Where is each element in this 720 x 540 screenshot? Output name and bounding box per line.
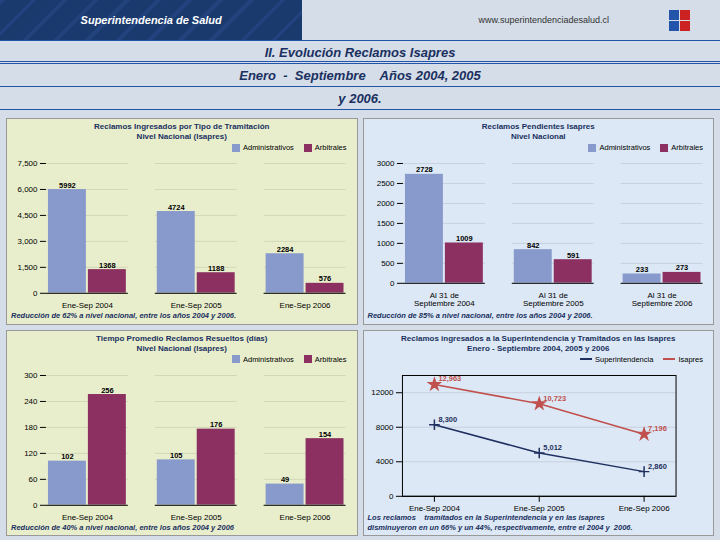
svg-text:0: 0 — [33, 289, 38, 298]
html-text:II. Evolución Reclamos Isapres: II. Evolución Reclamos Isapres — [264, 45, 456, 60]
svg-text:842: 842 — [527, 241, 539, 250]
svg-text:3000: 3000 — [376, 159, 394, 168]
svg-text:7,500: 7,500 — [18, 159, 39, 168]
html-text:www.superintendenciadesalud.cl: www.superintendenciadesalud.cl — [478, 15, 609, 25]
svg-text:Ene-Sep 2005: Ene-Sep 2005 — [171, 301, 223, 310]
html-text:Superintendencia de Salud: Superintendencia de Salud — [80, 14, 222, 26]
svg-text:Ene-Sep 2005: Ene-Sep 2005 — [513, 503, 565, 512]
svg-text:8000: 8000 — [375, 422, 393, 431]
svg-text:576: 576 — [319, 274, 331, 283]
svg-text:7,196: 7,196 — [648, 424, 667, 433]
svg-text:12000: 12000 — [371, 388, 394, 397]
svg-text:6,000: 6,000 — [18, 185, 39, 194]
svg-text:105: 105 — [170, 450, 182, 459]
html-text:y 2006.: y 2006. — [338, 91, 382, 106]
svg-text:0: 0 — [390, 279, 395, 288]
svg-text:8,300: 8,300 — [438, 414, 457, 423]
svg-text:4724: 4724 — [168, 203, 185, 212]
svg-text:Ene-Sep 2004: Ene-Sep 2004 — [408, 503, 460, 512]
svg-text:1368: 1368 — [99, 261, 116, 270]
html-text:Reclamos Pendientes Isapres Ni: Reclamos Pendientes Isapres Nivel Nacion… — [481, 122, 595, 141]
html-text:Reclamos ingresados a la Super: Reclamos ingresados a la Superintendenci… — [401, 333, 676, 353]
svg-text:500: 500 — [381, 259, 395, 268]
html-text:Enero - Septiembre Años 2004,: Enero - Septiembre Años 2004, 2005 — [239, 68, 481, 83]
svg-text:1000: 1000 — [376, 239, 394, 248]
html-text:Isapres: Isapres — [678, 354, 703, 364]
svg-text:Al 31 deSeptiembre 2004: Al 31 deSeptiembre 2004 — [414, 291, 475, 308]
svg-text:1500: 1500 — [376, 219, 394, 228]
html-text:Reducción de 62% a nivel nacio: Reducción de 62% a nivel nacional, entre… — [11, 311, 237, 320]
html-text:Reducción de 85% a nivel nacio: Reducción de 85% a nivel nacional, entre… — [367, 311, 593, 320]
html-text:Administrativos: Administrativos — [243, 354, 294, 364]
svg-text:5,012: 5,012 — [543, 443, 562, 452]
html-text:Reducción de 40% a nivel nacio: Reducción de 40% a nivel nacional, entre… — [11, 522, 234, 532]
html-text:Tiempo Promedio Reclamos Resue: Tiempo Promedio Reclamos Resueltos (días… — [96, 333, 268, 353]
svg-text:0: 0 — [33, 500, 38, 509]
svg-text:Ene-Sep 2005: Ene-Sep 2005 — [171, 512, 223, 521]
svg-text:60: 60 — [29, 474, 38, 483]
svg-text:2500: 2500 — [376, 179, 394, 188]
svg-text:Ene-Sep 2006: Ene-Sep 2006 — [618, 503, 670, 512]
svg-text:300: 300 — [24, 371, 38, 380]
svg-text:102: 102 — [61, 452, 73, 461]
svg-text:4,500: 4,500 — [18, 211, 39, 220]
svg-text:Ene-Sep 2006: Ene-Sep 2006 — [280, 512, 332, 521]
svg-text:2728: 2728 — [416, 165, 433, 174]
svg-text:5992: 5992 — [59, 181, 76, 190]
svg-text:1,500: 1,500 — [18, 263, 39, 272]
html-text:Arbitrales: Arbitrales — [671, 143, 703, 152]
svg-text:1188: 1188 — [208, 264, 224, 273]
svg-text:240: 240 — [24, 397, 38, 406]
svg-text:2000: 2000 — [376, 199, 394, 208]
html-text:Superintendencia: Superintendencia — [595, 354, 654, 364]
html-text:Los reclamos tramitados en la: Los reclamos tramitados en la Superinten… — [367, 513, 605, 522]
svg-text:233: 233 — [635, 265, 647, 274]
svg-text:4000: 4000 — [375, 457, 393, 466]
svg-text:154: 154 — [319, 429, 332, 438]
svg-text:Al 31 deSeptiembre 2006: Al 31 deSeptiembre 2006 — [631, 291, 692, 308]
svg-text:120: 120 — [24, 448, 38, 457]
svg-text:591: 591 — [566, 251, 578, 260]
svg-text:2284: 2284 — [277, 245, 294, 254]
html-text:Arbitrales: Arbitrales — [314, 354, 347, 364]
svg-text:180: 180 — [24, 422, 38, 431]
svg-text:Ene-Sep 2004: Ene-Sep 2004 — [62, 512, 114, 521]
svg-text:10,723: 10,723 — [543, 393, 566, 402]
svg-text:49: 49 — [281, 475, 289, 484]
html-text:Arbitrales: Arbitrales — [314, 143, 347, 152]
svg-text:256: 256 — [101, 385, 113, 394]
svg-text:Ene-Sep 2006: Ene-Sep 2006 — [280, 301, 332, 310]
svg-text:2,860: 2,860 — [648, 461, 667, 470]
svg-text:0: 0 — [389, 491, 394, 500]
html-text:Administrativos: Administrativos — [243, 143, 294, 152]
html-text:disminuyeron en un 66% y un 44: disminuyeron en un 66% y un 44%, respect… — [367, 522, 633, 532]
svg-text:Ene-Sep 2004: Ene-Sep 2004 — [62, 301, 114, 310]
svg-text:1009: 1009 — [456, 234, 473, 243]
svg-text:12,963: 12,963 — [437, 373, 461, 383]
svg-text:3,000: 3,000 — [18, 237, 39, 246]
svg-text:176: 176 — [210, 420, 222, 429]
svg-text:Al 31 deSeptiembre 2005: Al 31 deSeptiembre 2005 — [522, 291, 583, 308]
html-text:Administrativos: Administrativos — [599, 143, 651, 152]
html-text:Reclamos Ingresados por Tipo d: Reclamos Ingresados por Tipo de Tramitac… — [94, 122, 270, 141]
svg-text:273: 273 — [675, 263, 687, 272]
